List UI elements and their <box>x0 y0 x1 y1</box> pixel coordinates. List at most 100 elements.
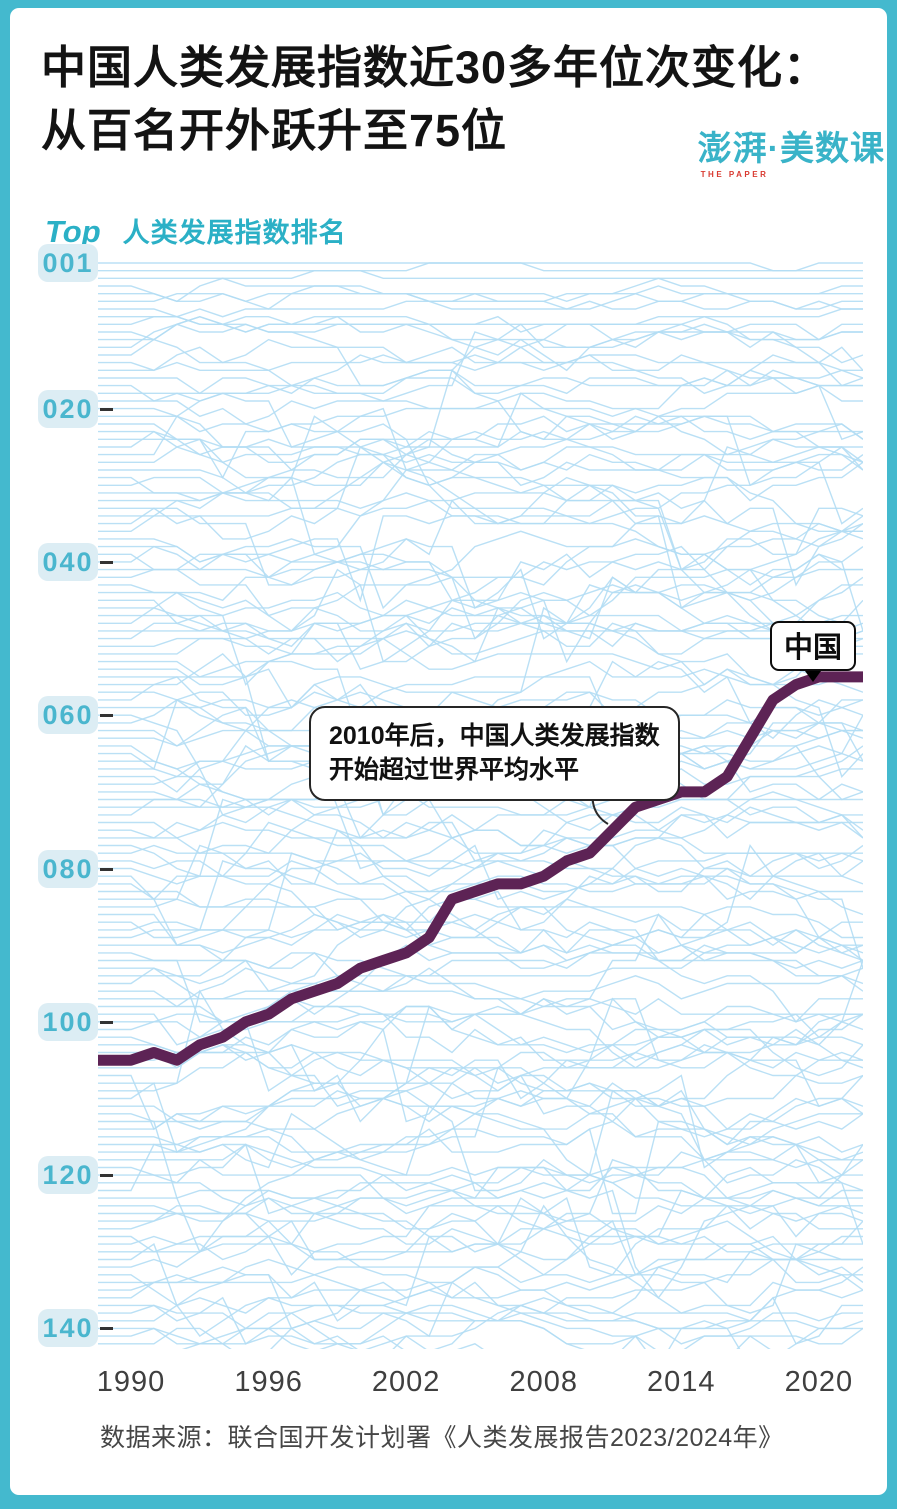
y-tick-label-001: 001 <box>38 244 98 282</box>
logo-wordmark: 澎湃·美数课 <box>697 130 885 168</box>
country-rank-line <box>98 308 863 326</box>
country-rank-line <box>98 637 863 686</box>
top-label: Top <box>45 214 101 249</box>
country-rank-line <box>98 369 863 395</box>
country-rank-line <box>98 1189 863 1276</box>
other-countries-lines <box>98 262 863 1349</box>
country-rank-line <box>98 392 863 487</box>
country-rank-line <box>98 354 863 395</box>
annotation-line-1: 2010年后，中国人类发展指数 <box>329 722 660 750</box>
y-tick-label-140: 140 <box>38 1309 98 1348</box>
logo-subtext: THE PAPER <box>700 170 769 179</box>
country-rank-line <box>98 989 863 1115</box>
y-tick-mark <box>100 1327 113 1331</box>
country-rank-line <box>98 292 863 318</box>
country-rank-line <box>98 791 863 862</box>
china-rank-line <box>98 671 863 1066</box>
country-rank-line <box>98 368 863 525</box>
country-rank-line <box>98 929 863 977</box>
y-axis-title: 人类发展指数排名 <box>122 218 347 248</box>
country-rank-line <box>98 1258 863 1314</box>
data-source-note: 数据来源：联合国开发计划署《人类发展报告2023/2024年》 <box>100 1424 784 1452</box>
x-tick-label-2020: 2020 <box>784 1366 854 1398</box>
country-rank-line <box>98 898 863 962</box>
country-rank-line <box>98 1158 863 1200</box>
country-rank-line <box>98 1297 863 1349</box>
country-rank-line <box>98 1105 863 1245</box>
y-tick-mark <box>100 714 113 718</box>
y-tick-mark <box>100 867 113 871</box>
country-rank-line <box>181 1335 771 1349</box>
country-rank-line <box>98 806 863 847</box>
annotation-callout: 2010年后，中国人类发展指数 开始超过世界平均水平 <box>309 706 680 801</box>
country-rank-line <box>98 906 863 954</box>
country-rank-line <box>98 262 863 272</box>
y-tick-mark <box>100 1020 113 1024</box>
country-rank-line <box>98 1204 863 1314</box>
country-rank-line <box>98 967 863 1008</box>
country-rank-line <box>98 499 863 586</box>
country-rank-line <box>98 1089 863 1177</box>
title-line-2: 从百名开外跃升至75位 <box>41 105 508 156</box>
country-rank-line <box>98 515 863 602</box>
country-rank-line <box>98 384 863 425</box>
y-tick-mark <box>100 407 113 411</box>
country-rank-line <box>98 1043 863 1085</box>
country-rank-line <box>98 492 863 571</box>
country-rank-line <box>98 852 863 901</box>
country-rank-line <box>98 1250 863 1330</box>
country-rank-line <box>98 1297 863 1345</box>
x-tick-label-1996: 1996 <box>234 1366 303 1398</box>
country-rank-line <box>98 1051 863 1108</box>
country-rank-line <box>98 346 863 387</box>
y-tick-label-060: 060 <box>38 696 98 735</box>
country-rank-line <box>98 875 863 969</box>
country-rank-line <box>98 1212 863 1261</box>
country-rank-line <box>98 369 863 441</box>
country-rank-line <box>98 599 863 647</box>
country-rank-line <box>98 285 863 310</box>
country-rank-line <box>98 1143 863 1215</box>
country-rank-line <box>98 1005 863 1131</box>
country-rank-line <box>98 898 863 954</box>
country-rank-line <box>98 944 863 1023</box>
country-rank-line <box>98 453 863 494</box>
pointer-triangle-icon <box>805 671 821 682</box>
country-rank-line <box>98 415 863 463</box>
country-rank-line <box>98 997 863 1123</box>
title-line-1: 中国人类发展指数近30多年位次变化： <box>41 42 830 93</box>
country-rank-line <box>98 867 863 946</box>
country-rank-line <box>98 1066 863 1254</box>
country-rank-line <box>98 1028 863 1069</box>
country-rank-line <box>98 1205 863 1253</box>
y-tick-label-120: 120 <box>38 1156 98 1195</box>
x-tick-label-2014: 2014 <box>647 1366 716 1398</box>
country-rank-line <box>98 530 863 610</box>
country-rank-line <box>98 844 863 900</box>
country-rank-line <box>98 331 863 402</box>
country-rank-line <box>98 783 863 840</box>
country-rank-line <box>98 1158 863 1230</box>
country-rank-line <box>98 262 863 272</box>
country-rank-line <box>98 683 863 770</box>
country-rank-line <box>98 315 863 349</box>
country-rank-line <box>98 607 863 663</box>
country-rank-line <box>98 1166 863 1215</box>
page-title: 中国人类发展指数近30多年位次变化： 从百名开外跃升至75位 <box>41 36 861 162</box>
country-rank-line <box>98 553 863 632</box>
country-rank-line <box>98 469 863 587</box>
country-rank-line <box>98 277 863 303</box>
country-rank-line <box>98 285 863 310</box>
country-rank-line <box>98 1120 863 1215</box>
country-rank-line <box>98 584 863 640</box>
country-rank-line <box>98 1243 863 1338</box>
china-series-label: 中国 <box>770 621 857 682</box>
country-rank-line <box>98 1258 863 1307</box>
country-rank-line <box>98 1120 863 1169</box>
x-tick-label-1990: 1990 <box>96 1366 166 1398</box>
y-tick-mark <box>100 560 113 564</box>
y-tick-label-020: 020 <box>38 389 98 428</box>
country-rank-line <box>98 1189 863 1276</box>
